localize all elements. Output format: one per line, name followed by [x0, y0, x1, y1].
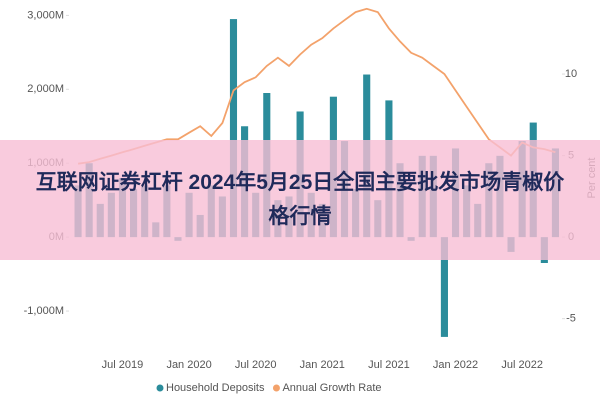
x-tick-label: Jan 2021 — [300, 359, 345, 371]
y-tick-label: -1,000M — [24, 305, 64, 317]
legend-item: Household Deposits — [156, 382, 265, 394]
overlay-text: 互联网证券杠杆 2024年5月25日全国主要批发市场青椒价格行情 — [35, 171, 565, 228]
y2-tick-label: 10 — [565, 68, 577, 80]
legend-label: Annual Growth Rate — [282, 382, 381, 394]
y-tick-label: 3,000M — [27, 9, 64, 21]
x-tick-label: Jul 2021 — [368, 359, 410, 371]
x-tick-label: Jul 2020 — [235, 359, 277, 371]
y2-tick-label: -5 — [566, 313, 576, 325]
x-tick-label: Jul 2019 — [102, 359, 144, 371]
bar — [440, 237, 448, 337]
legend-label: Household Deposits — [166, 382, 265, 394]
legend-marker — [272, 384, 280, 392]
x-tick-label: Jul 2022 — [501, 359, 543, 371]
overlay-banner: 互联网证券杠杆 2024年5月25日全国主要批发市场青椒价格行情 — [0, 140, 600, 260]
legend-marker — [156, 384, 164, 392]
legend-item: Annual Growth Rate — [272, 382, 382, 394]
x-tick-label: Jan 2020 — [166, 359, 211, 371]
bar — [229, 19, 238, 238]
y-tick-label: 2,000M — [27, 83, 64, 95]
x-tick-label: Jan 2022 — [433, 359, 478, 371]
